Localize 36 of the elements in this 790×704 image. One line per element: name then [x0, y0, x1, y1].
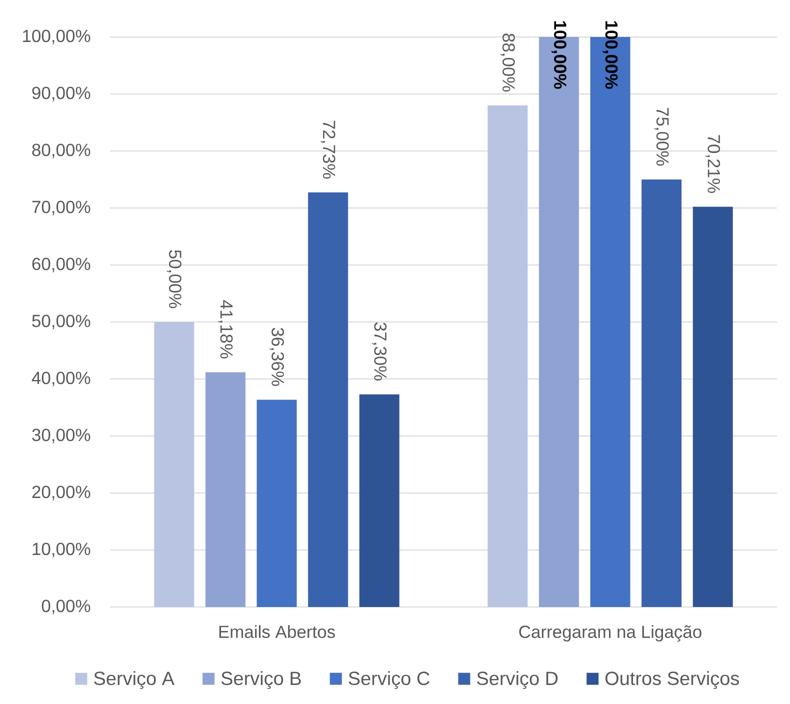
data-label: 50,00%	[166, 250, 182, 308]
legend-label: Serviço C	[348, 671, 430, 689]
bar	[205, 372, 246, 607]
data-label: 70,21%	[706, 135, 720, 193]
data-label: 100,00%	[602, 21, 618, 89]
legend-label: Serviço D	[477, 671, 558, 689]
bar	[154, 322, 194, 607]
y-tick-label: 10,00%	[32, 542, 90, 558]
data-label: 100,00%	[551, 21, 566, 89]
data-label: 37,30%	[372, 322, 387, 381]
legend-label: Serviço A	[94, 671, 174, 689]
y-tick-label: 60,00%	[32, 258, 90, 272]
y-tick-label: 100,00%	[23, 30, 90, 44]
y-tick-label: 20,00%	[32, 486, 90, 500]
data-label: 72,73%	[320, 120, 336, 179]
legend-label: Serviço B	[221, 671, 301, 689]
legend-label: Outros Serviços	[605, 671, 739, 689]
y-tick-label: 0,00%	[42, 600, 90, 614]
y-tick-label: 50,00%	[32, 314, 90, 330]
x-tick-label: Carregaram na Ligação	[519, 625, 702, 642]
data-label: 75,00%	[654, 108, 669, 166]
y-tick-label: 40,00%	[32, 372, 90, 386]
bar	[488, 105, 528, 607]
y-tick-label: 80,00%	[32, 144, 90, 158]
y-tick-label: 70,00%	[32, 200, 90, 216]
bar	[359, 394, 400, 607]
x-tick-label: Emails Abertos	[219, 625, 335, 638]
data-label: 88,00%	[500, 34, 515, 92]
bar	[308, 192, 348, 607]
y-tick-label: 30,00%	[32, 428, 90, 444]
bar	[692, 206, 733, 607]
bar	[256, 400, 297, 607]
data-label: 36,36%	[270, 328, 284, 386]
data-label: 41,18%	[218, 300, 233, 358]
bar	[642, 179, 682, 607]
y-tick-label: 90,00%	[32, 86, 90, 102]
